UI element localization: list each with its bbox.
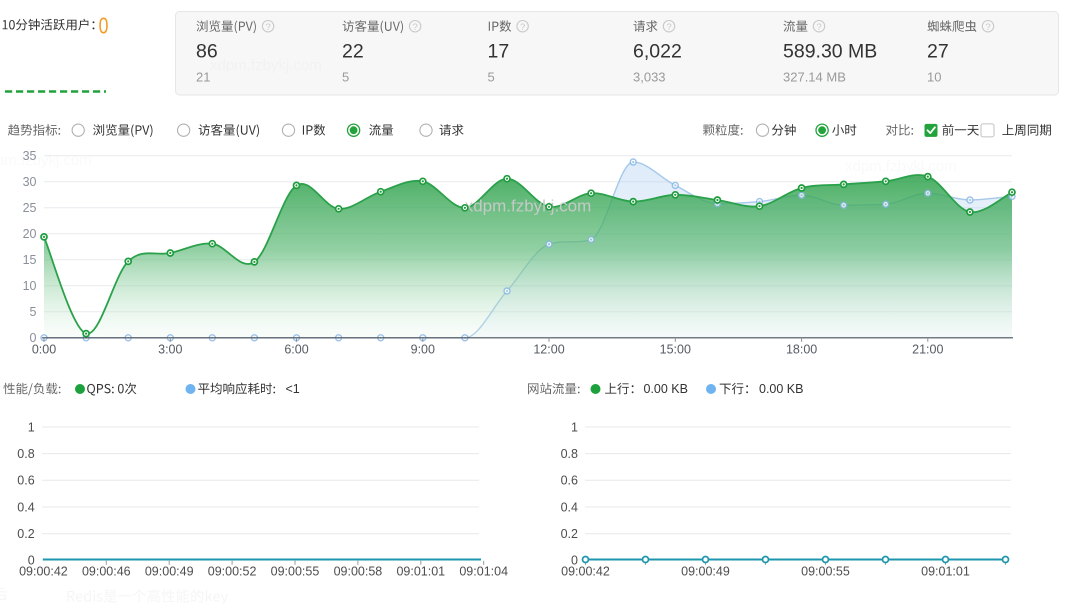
svg-text:18:00: 18:00 (786, 343, 817, 357)
svg-text:xdpm.fzbykj.com: xdpm.fzbykj.com (845, 158, 957, 175)
svg-text:?: ? (816, 22, 821, 33)
svg-text:0.2: 0.2 (17, 527, 34, 541)
svg-text:09:00:42: 09:00:42 (561, 564, 610, 578)
svg-text:xdpm.fzbykj.com: xdpm.fzbykj.com (465, 197, 592, 216)
svg-text:0.6: 0.6 (561, 474, 578, 488)
svg-text:327.14 MB: 327.14 MB (783, 70, 846, 85)
svg-text:86: 86 (196, 41, 218, 63)
svg-text:09:00:58: 09:00:58 (334, 564, 383, 578)
svg-text:22: 22 (342, 41, 364, 63)
svg-text:3:00: 3:00 (158, 343, 182, 357)
svg-text:0: 0 (30, 331, 37, 345)
svg-text:09:01:04: 09:01:04 (459, 564, 508, 578)
svg-text:3,033: 3,033 (633, 70, 666, 85)
svg-text:0: 0 (99, 13, 109, 39)
svg-text:0.00 KB: 0.00 KB (759, 382, 803, 396)
svg-text:0.4: 0.4 (561, 500, 578, 514)
svg-text:0: 0 (571, 554, 578, 568)
svg-text:0.00 KB: 0.00 KB (644, 382, 688, 396)
svg-text:1: 1 (571, 420, 578, 434)
svg-text:6:00: 6:00 (284, 343, 308, 357)
svg-text:09:00:42: 09:00:42 (19, 564, 68, 578)
svg-text:09:00:46: 09:00:46 (82, 564, 131, 578)
svg-text:10: 10 (23, 279, 37, 293)
svg-text:1: 1 (28, 420, 35, 434)
svg-text:0.8: 0.8 (17, 447, 34, 461)
svg-text:35: 35 (23, 149, 37, 163)
svg-text:30: 30 (23, 175, 37, 189)
svg-text:27: 27 (927, 41, 949, 63)
svg-text:0: 0 (28, 554, 35, 568)
svg-text:15: 15 (23, 253, 37, 267)
svg-text:<1: <1 (286, 382, 300, 396)
svg-text:12:00: 12:00 (533, 343, 564, 357)
svg-text:17: 17 (488, 41, 510, 63)
svg-text:0.8: 0.8 (561, 447, 578, 461)
svg-text:?: ? (985, 22, 990, 33)
svg-text:?: ? (412, 22, 417, 33)
svg-text:5: 5 (342, 70, 349, 85)
svg-text:09:01:01: 09:01:01 (396, 564, 445, 578)
svg-text:10: 10 (927, 70, 941, 85)
svg-text:?: ? (666, 22, 671, 33)
svg-text:?: ? (520, 22, 525, 33)
svg-text:0.4: 0.4 (17, 500, 34, 514)
svg-text:09:00:52: 09:00:52 (208, 564, 257, 578)
svg-text:5: 5 (30, 305, 37, 319)
svg-text:09:00:55: 09:00:55 (801, 564, 850, 578)
svg-text:9:00: 9:00 (411, 343, 435, 357)
svg-text:20: 20 (23, 227, 37, 241)
svg-text:0.6: 0.6 (17, 474, 34, 488)
svg-text:xdpm.fzbykj.com: xdpm.fzbykj.com (210, 57, 322, 74)
svg-text:5: 5 (488, 70, 495, 85)
svg-text:09:00:49: 09:00:49 (681, 564, 730, 578)
svg-text:21: 21 (196, 70, 210, 85)
svg-text:15:00: 15:00 (660, 343, 691, 357)
svg-text:xdpm.fzbykj.com: xdpm.fzbykj.com (0, 152, 92, 169)
svg-text:25: 25 (23, 201, 37, 215)
svg-text:21:00: 21:00 (912, 343, 943, 357)
svg-text:0:00: 0:00 (32, 343, 56, 357)
svg-text:09:00:49: 09:00:49 (145, 564, 194, 578)
svg-text:0.2: 0.2 (561, 527, 578, 541)
svg-text:09:00:55: 09:00:55 (271, 564, 320, 578)
svg-text:589.30 MB: 589.30 MB (783, 41, 877, 63)
svg-text:09:01:01: 09:01:01 (921, 564, 970, 578)
svg-text:6,022: 6,022 (633, 41, 682, 63)
svg-text:?: ? (265, 22, 270, 33)
